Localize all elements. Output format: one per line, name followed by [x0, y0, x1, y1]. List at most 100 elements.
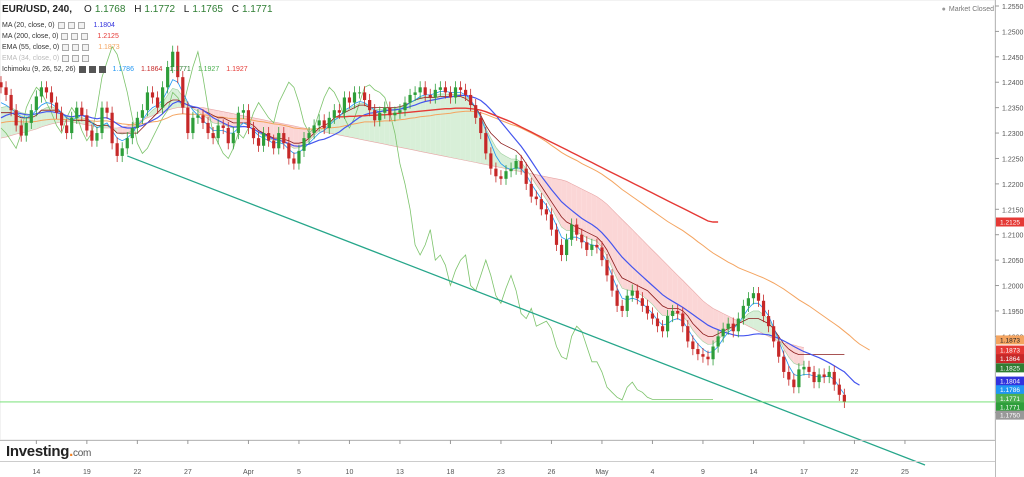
candle-body — [342, 97, 346, 113]
visibility-icon[interactable] — [62, 44, 70, 51]
candle-body — [600, 247, 604, 261]
settings-icon[interactable] — [72, 55, 80, 62]
senkou-b-line — [0, 107, 804, 348]
close-icon[interactable] — [77, 22, 85, 29]
close-icon[interactable] — [82, 44, 90, 51]
settings-icon[interactable] — [71, 33, 79, 40]
indicator-value: 1.1804 — [93, 22, 115, 29]
candle-body — [464, 89, 468, 95]
indicator-name: MA (200, close, 0) — [2, 33, 59, 40]
candle-body — [575, 224, 579, 235]
indicator-row[interactable]: MA (20, close, 0) 1.1804 — [2, 20, 273, 31]
candle-body — [655, 318, 660, 327]
cloud-segment — [652, 249, 658, 311]
candle-body — [726, 323, 730, 329]
candle-body — [443, 87, 447, 93]
candle-body — [307, 133, 311, 139]
y-tick-label: 1.2300 — [1002, 131, 1024, 138]
visibility-icon[interactable] — [57, 22, 65, 29]
settings-icon[interactable] — [72, 44, 80, 51]
candle-body — [251, 127, 256, 139]
cloud-segment — [637, 234, 643, 296]
candle-body — [453, 87, 458, 98]
x-tick-label: 22 — [851, 469, 859, 476]
cloud-segment — [778, 338, 784, 350]
close-icon[interactable] — [98, 66, 106, 73]
status-dot-icon: ● — [941, 6, 946, 13]
settings-icon[interactable] — [67, 22, 75, 29]
y-tick-label: 1.1950 — [1002, 309, 1024, 316]
tenkan-line — [0, 79, 845, 395]
candle-body — [807, 366, 811, 372]
candle-body — [458, 87, 463, 90]
close-icon[interactable] — [81, 33, 89, 40]
candle-body — [802, 366, 806, 370]
x-tick-label: 18 — [447, 469, 455, 476]
candle-body — [398, 110, 402, 113]
candle-body — [832, 371, 836, 385]
visibility-icon[interactable] — [62, 55, 70, 62]
cloud-segment — [36, 110, 42, 129]
cloud-segment — [667, 265, 673, 317]
candle-body — [519, 161, 523, 169]
candle-body — [201, 115, 205, 123]
cloud-segment — [576, 186, 582, 235]
candle-body — [39, 87, 43, 97]
cloud-segment — [334, 115, 340, 136]
candle-body — [272, 140, 276, 149]
cloud-segment — [455, 94, 461, 160]
y-tick-label: 1.2350 — [1002, 106, 1024, 113]
indicator-lines — [0, 45, 870, 401]
visibility-icon[interactable] — [78, 66, 86, 73]
indicator-value: 1.1786 — [112, 66, 134, 73]
candle-body — [297, 150, 301, 164]
y-tick-label: 1.2100 — [1002, 233, 1024, 240]
cloud-segment — [601, 200, 607, 257]
candle-body — [554, 229, 559, 245]
candle-body — [24, 122, 28, 136]
candle-body — [595, 244, 599, 248]
candle-body — [448, 92, 453, 98]
candle-body — [660, 326, 665, 332]
price-label-bg — [996, 354, 1024, 364]
cloud-segment — [632, 229, 638, 293]
candle-body — [761, 300, 766, 317]
visibility-icon[interactable] — [61, 33, 69, 40]
cloud-segment — [692, 290, 698, 337]
candle-body — [181, 77, 185, 108]
candle-body — [837, 384, 841, 395]
candle-body — [746, 298, 750, 306]
close-icon[interactable] — [82, 55, 90, 62]
indicator-value: 1.1864 — [140, 66, 163, 73]
x-tick-label: Apr — [243, 469, 255, 476]
candle-body — [226, 127, 230, 144]
indicator-name: MA (20, close, 0) — [2, 22, 55, 29]
candle-body — [666, 316, 670, 332]
candle-body — [559, 244, 564, 256]
candle-body — [524, 168, 528, 184]
settings-icon[interactable] — [88, 66, 96, 73]
x-tick-label: 19 — [83, 469, 91, 476]
cloud-segment — [435, 93, 441, 156]
cloud-segment — [460, 94, 466, 161]
price-label: 1.1825 — [1000, 365, 1020, 372]
x-tick-label: 14 — [750, 469, 758, 476]
candle-body — [115, 143, 119, 156]
indicator-row[interactable]: EMA (55, close, 0) 1.1873 — [2, 42, 273, 53]
indicator-row[interactable]: Ichimoku (9, 26, 52, 26) 1.1786 1.1864 1.17… — [2, 64, 273, 75]
indicator-row[interactable]: EMA (34, close, 0) — [2, 53, 273, 64]
cloud-segment — [415, 97, 421, 152]
ohlc-values: O 1.1768 H 1.1772 L 1.1765 C 1.1771 — [78, 4, 273, 15]
candle-body — [736, 318, 740, 332]
x-tick-label: 9 — [701, 469, 705, 476]
candle-body — [489, 153, 493, 169]
indicator-row[interactable]: MA (200, close, 0) 1.2125 — [2, 31, 273, 42]
candle-body — [504, 171, 508, 179]
candle-body — [191, 117, 195, 134]
candle-body — [352, 92, 357, 103]
cloud-segment — [349, 105, 355, 139]
candle-body — [741, 305, 745, 319]
candle-body — [711, 346, 715, 360]
candle-body — [277, 133, 281, 149]
